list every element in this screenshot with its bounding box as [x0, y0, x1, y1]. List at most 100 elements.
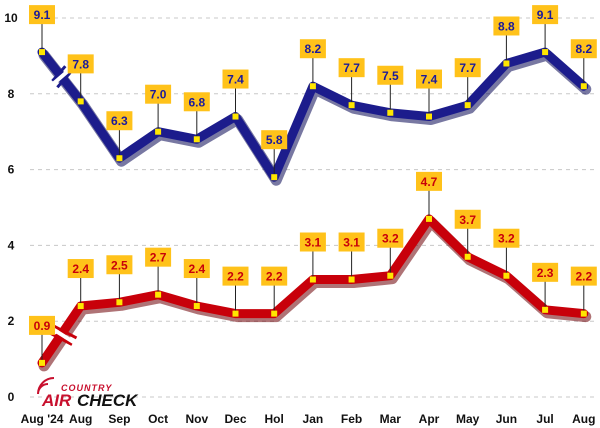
x-tick-label: Aug [572, 412, 595, 426]
data-label: 8.8 [498, 19, 515, 33]
data-label: 3.2 [498, 232, 515, 246]
logo-country-text: COUNTRY [61, 383, 112, 393]
point-marker [309, 276, 316, 283]
data-label-box [222, 266, 249, 286]
logo-air-text: AIR [41, 391, 72, 410]
data-label: 2.4 [72, 262, 89, 276]
y-tick-label: 2 [8, 314, 15, 328]
data-label-box [299, 39, 326, 59]
data-label-box [145, 84, 172, 104]
data-label-box [454, 209, 481, 229]
data-label-box [29, 315, 55, 335]
point-marker [155, 291, 162, 298]
point-marker [387, 109, 394, 116]
data-label: 8.2 [305, 42, 322, 56]
x-tick-label: Jul [536, 412, 553, 426]
x-tick-label: Dec [224, 412, 246, 426]
data-label: 5.8 [266, 133, 283, 147]
point-marker [39, 359, 45, 366]
data-label-box [222, 69, 249, 89]
data-label: 7.5 [382, 69, 399, 83]
data-label: 3.1 [305, 236, 322, 250]
data-label-box [261, 130, 288, 150]
x-tick-label: Feb [341, 412, 362, 426]
data-label: 3.7 [459, 213, 476, 227]
data-label-box [532, 262, 559, 282]
data-label-box [183, 259, 210, 279]
data-label: 7.7 [459, 61, 476, 75]
data-label: 2.4 [188, 262, 205, 276]
point-marker [77, 303, 84, 310]
x-axis-ticks: Aug '24 Aug Sep Oct Nov Dec Hol Jan Feb Mar Apr May… [21, 412, 596, 426]
point-marker [116, 299, 123, 306]
country-aircheck-logo: COUNTRY AIR CHECK [37, 377, 139, 410]
data-label: 3.1 [343, 236, 360, 250]
data-label-box [338, 232, 365, 252]
x-tick-label: May [456, 412, 480, 426]
point-marker [309, 83, 316, 90]
point-marker [580, 310, 587, 317]
data-label: 7.0 [150, 88, 167, 102]
y-axis-ticks: 0 2 4 6 8 10 [4, 11, 18, 404]
point-marker [155, 128, 162, 135]
point-marker [232, 310, 239, 317]
data-label-box [338, 58, 365, 78]
data-label: 7.7 [343, 61, 360, 75]
data-label: 9.1 [537, 8, 554, 22]
x-tick-label: Jan [303, 412, 324, 426]
point-marker [542, 49, 549, 56]
data-label: 3.2 [382, 232, 399, 246]
data-label-box [416, 171, 442, 191]
data-label-box [493, 16, 520, 36]
point-marker [426, 113, 432, 120]
data-label: 2.3 [537, 266, 554, 280]
data-label-box [454, 58, 481, 78]
logo-signal-arcs [37, 377, 55, 395]
point-marker [193, 136, 200, 143]
data-label-box [570, 39, 597, 59]
data-label: 8.2 [575, 42, 592, 56]
data-label: 4.7 [421, 175, 438, 189]
data-label-box [570, 266, 597, 286]
point-marker [271, 174, 278, 181]
point-marker [503, 272, 510, 279]
data-label-box [145, 247, 172, 267]
point-marker [77, 98, 84, 105]
data-label: 2.2 [575, 270, 592, 284]
data-label-box [67, 259, 94, 279]
point-marker [503, 60, 510, 67]
point-marker [426, 215, 432, 222]
data-label: 0.9 [34, 319, 51, 333]
y-tick-label: 8 [8, 87, 15, 101]
x-tick-label: Aug '24 [21, 412, 64, 426]
x-tick-label: Nov [185, 412, 208, 426]
point-marker [193, 303, 200, 310]
axis-break-mark [51, 65, 67, 82]
x-tick-label: Oct [148, 412, 168, 426]
data-label: 2.5 [111, 258, 128, 272]
x-tick-label: Apr [419, 412, 440, 426]
data-label: 9.1 [34, 8, 51, 22]
point-marker [271, 310, 278, 317]
data-label-box [377, 228, 404, 248]
logo-check-text: CHECK [77, 391, 139, 410]
data-label: 2.2 [266, 270, 283, 284]
point-marker [348, 276, 355, 283]
data-label-box [106, 255, 133, 275]
data-label: 6.8 [188, 95, 205, 109]
point-marker [580, 83, 587, 90]
data-label: 7.4 [227, 73, 244, 87]
y-tick-label: 0 [8, 390, 15, 404]
point-marker [387, 272, 394, 279]
x-tick-label: Sep [108, 412, 130, 426]
data-label-box [299, 232, 326, 252]
data-label-box [106, 111, 133, 131]
series-layer [37, 47, 592, 372]
point-marker [464, 102, 471, 109]
x-tick-label: Mar [380, 412, 402, 426]
data-label-box [377, 65, 404, 85]
data-label-box [29, 5, 55, 25]
data-label-box [532, 5, 559, 25]
point-marker [348, 102, 355, 109]
point-marker [542, 306, 549, 313]
